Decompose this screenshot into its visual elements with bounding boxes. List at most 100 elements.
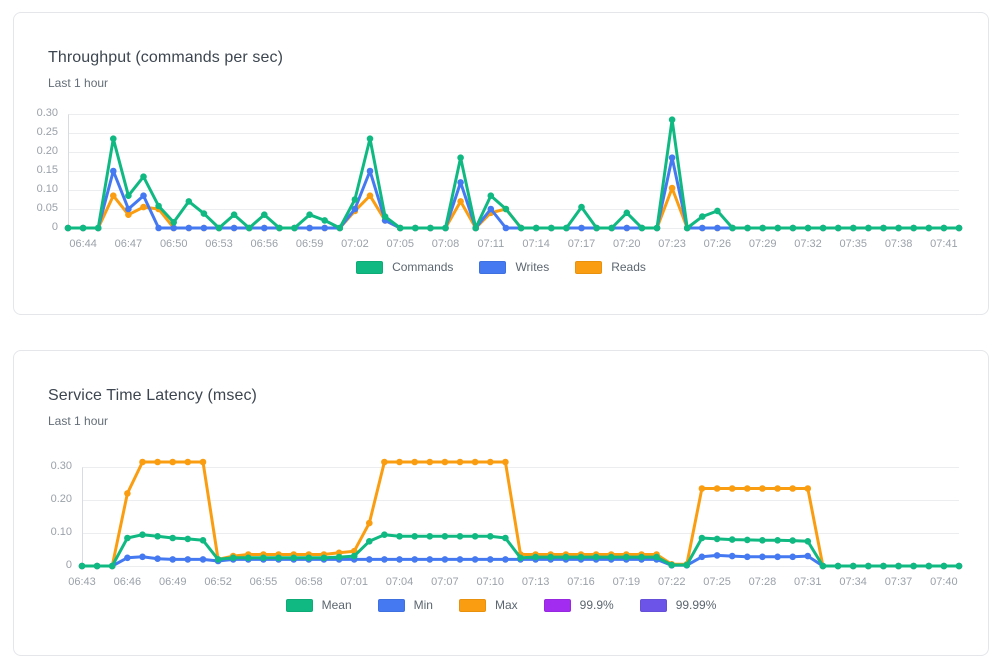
data-point [940,224,948,232]
data-point [608,224,615,232]
data-point [412,224,419,232]
legend-swatch [285,598,313,612]
legend-swatch [543,598,571,612]
data-point [125,192,132,199]
data-point [789,537,796,544]
x-tick-label: 06:53 [205,238,233,250]
x-tick-label: 07:11 [477,238,505,250]
x-tick-label: 06:46 [113,576,142,588]
data-point [140,203,147,211]
data-point [698,534,706,542]
data-point [426,533,434,540]
legend-item-99-99-[interactable]: 99.99% [639,598,716,612]
data-point [895,224,902,232]
data-point [411,556,419,563]
latency-chart[interactable]: 0 0.10 0.20 0.30 06:43 06:46 06:49 06:52 06:55 06… [14,351,988,655]
throughput-chart[interactable]: 0 0.05 0.10 0.15 0.20 0.25 0.30 06:44 06:47 06:50… [14,13,988,314]
throughput-card: Throughput (commands per sec) Last 1 hou… [13,12,989,315]
data-point [245,554,252,562]
data-point [396,533,403,540]
legend-item-min[interactable]: Min [377,598,433,612]
data-point [713,485,721,492]
plot-canvas [64,114,963,232]
x-tick-label: 07:32 [794,238,822,250]
data-point [110,167,117,175]
x-tick-label: 07:16 [567,576,595,588]
data-point [381,556,388,563]
legend-item-writes[interactable]: Writes [479,260,549,274]
data-point [653,224,661,232]
data-point [366,556,373,563]
data-point [94,224,102,232]
data-point [184,535,192,543]
legend-swatch [575,260,603,274]
data-point [623,553,630,561]
series-line-max [80,460,961,568]
x-tick-label: 07:19 [612,576,641,588]
data-point [548,224,555,232]
data-point [925,224,933,232]
data-point [441,458,449,466]
x-tick-label: 06:56 [250,238,279,250]
x-tick-label: 07:31 [794,576,822,588]
data-point [335,553,343,561]
legend-item-reads[interactable]: Reads [575,260,646,274]
data-point [849,562,857,570]
data-point [154,458,161,466]
legend-item-99-9-[interactable]: 99.9% [543,598,614,612]
data-point [789,553,796,561]
data-point [623,209,631,217]
data-point [759,485,766,492]
data-point [411,533,419,540]
data-point [396,556,403,563]
data-point [350,552,358,560]
y-tick-label: 0.10 [50,526,72,538]
data-point [169,556,176,563]
series-points-commands [64,116,963,232]
data-point [774,485,781,492]
data-point [744,553,751,561]
data-point [245,224,253,232]
x-tick-label: 07:20 [612,238,641,250]
data-point [199,458,207,466]
data-point [306,211,313,218]
data-point [291,224,298,232]
throughput-chart-subtitle: Last 1 hour [48,76,109,90]
y-tick-label: 0.30 [36,107,58,119]
x-tick-label: 06:47 [114,238,143,250]
legend-item-max[interactable]: Max [458,598,518,612]
data-point [698,553,706,561]
data-point [668,184,676,192]
y-tick-label: 0.10 [36,183,58,195]
data-point [532,553,539,561]
data-point [125,205,132,213]
data-point [110,192,117,199]
throughput-chart-title: Throughput (commands per sec) [48,49,284,66]
data-point [714,207,721,215]
data-point [381,213,389,220]
data-point [774,224,782,232]
data-point [698,485,706,492]
data-point [381,458,388,466]
legend-item-commands[interactable]: Commands [356,260,453,274]
data-point [471,533,479,540]
data-point [683,561,691,569]
data-point [607,553,615,561]
data-point [366,538,373,545]
data-point [125,211,132,218]
x-tick-label: 06:58 [295,576,323,588]
x-tick-label: 06:44 [69,238,97,250]
data-point [713,552,721,559]
data-point [366,167,374,175]
x-tick-label: 06:55 [249,576,278,588]
data-point [729,224,736,232]
x-tick-label: 07:41 [930,238,958,250]
data-point [728,485,736,492]
y-tick-label: 0 [51,221,58,233]
data-point [441,533,449,540]
data-point [261,211,268,218]
data-point [517,554,524,562]
x-tick-label: 07:29 [748,238,777,250]
legend-item-mean[interactable]: Mean [285,598,352,612]
data-point [895,562,902,570]
